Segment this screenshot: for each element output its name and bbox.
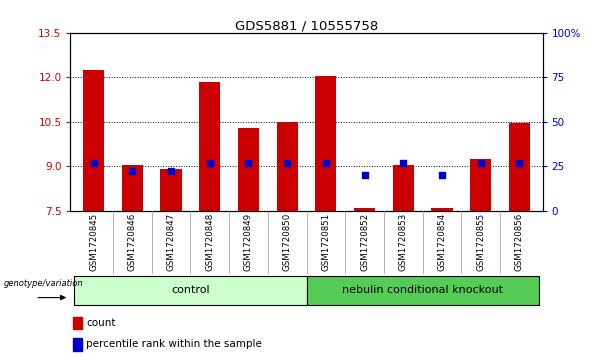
Text: GSM1720854: GSM1720854 [438, 212, 446, 271]
Bar [74, 338, 82, 351]
Text: GSM1720852: GSM1720852 [360, 212, 369, 271]
Text: GSM1720851: GSM1720851 [321, 212, 330, 271]
Bar [199, 82, 221, 211]
Text: GSM1720855: GSM1720855 [476, 212, 485, 271]
Bar [238, 127, 259, 211]
Bar [509, 123, 530, 211]
Bar [83, 70, 104, 211]
Bar [122, 164, 143, 211]
Text: GSM1720847: GSM1720847 [167, 212, 175, 271]
Text: control: control [171, 285, 210, 295]
Point [205, 160, 215, 166]
Text: GDS5881 / 10555758: GDS5881 / 10555758 [235, 20, 378, 33]
Point [243, 160, 253, 166]
Point [282, 160, 292, 166]
Point [128, 168, 137, 174]
Bar [74, 317, 82, 329]
Text: nebulin conditional knockout: nebulin conditional knockout [342, 285, 503, 295]
Point [360, 172, 370, 178]
Point [89, 160, 99, 166]
Bar [470, 159, 491, 211]
FancyBboxPatch shape [306, 276, 539, 305]
Point [476, 160, 485, 166]
Bar [392, 164, 414, 211]
Text: GSM1720848: GSM1720848 [205, 212, 215, 271]
Bar [354, 208, 375, 211]
Text: GSM1720846: GSM1720846 [128, 212, 137, 271]
Point [437, 172, 447, 178]
Text: GSM1720850: GSM1720850 [283, 212, 292, 271]
Bar [432, 208, 452, 211]
Point [166, 168, 176, 174]
Point [514, 160, 524, 166]
FancyBboxPatch shape [74, 276, 306, 305]
Text: percentile rank within the sample: percentile rank within the sample [86, 339, 262, 350]
Point [398, 160, 408, 166]
Bar [276, 122, 298, 211]
Bar [161, 169, 181, 211]
Text: GSM1720853: GSM1720853 [398, 212, 408, 271]
Text: GSM1720856: GSM1720856 [515, 212, 524, 271]
Text: genotype/variation: genotype/variation [4, 279, 83, 288]
Text: count: count [86, 318, 116, 328]
Text: GSM1720845: GSM1720845 [89, 212, 98, 271]
Bar [315, 76, 337, 211]
Text: GSM1720849: GSM1720849 [244, 212, 253, 270]
Point [321, 160, 331, 166]
